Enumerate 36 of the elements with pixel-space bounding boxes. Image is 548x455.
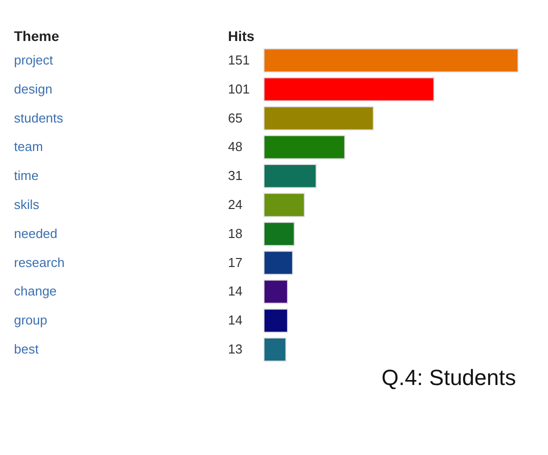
y-tick-label: project [14, 52, 54, 68]
y-tick-label: needed [14, 226, 58, 241]
data-label: 24 [228, 197, 242, 212]
data-label: 18 [228, 226, 242, 241]
data-label: 14 [228, 312, 242, 328]
y-tick-label: change [14, 284, 57, 299]
y-tick-label: research [14, 254, 65, 270]
data-label: 48 [228, 139, 242, 154]
y-tick-label: team [14, 139, 43, 154]
bar [264, 222, 295, 246]
data-label: 101 [228, 81, 250, 96]
y-tick-label: skils [14, 197, 40, 212]
data-label: 14 [228, 284, 242, 299]
y-axis-title: Theme [14, 28, 60, 44]
y-tick-label: group [14, 312, 48, 328]
data-label: 151 [228, 52, 250, 68]
bar [264, 280, 288, 304]
y-tick-label: time [14, 168, 39, 184]
bar [264, 250, 294, 275]
text: Q.4: Students [381, 365, 516, 390]
bar [264, 48, 518, 73]
bar [264, 106, 374, 130]
bar [264, 308, 288, 333]
data-label: 31 [228, 168, 242, 184]
bar [264, 135, 346, 160]
y-tick-label: best [14, 342, 39, 357]
bar [264, 77, 434, 102]
bar [264, 337, 286, 362]
data-label: 13 [228, 342, 242, 357]
y-tick-label: design [14, 81, 52, 96]
data-label: 65 [228, 110, 242, 126]
bar [264, 192, 305, 218]
y-tick-label: students [14, 110, 64, 126]
data-label: 17 [228, 254, 242, 270]
x-axis-title: Hits [228, 28, 255, 44]
bar [264, 164, 317, 188]
